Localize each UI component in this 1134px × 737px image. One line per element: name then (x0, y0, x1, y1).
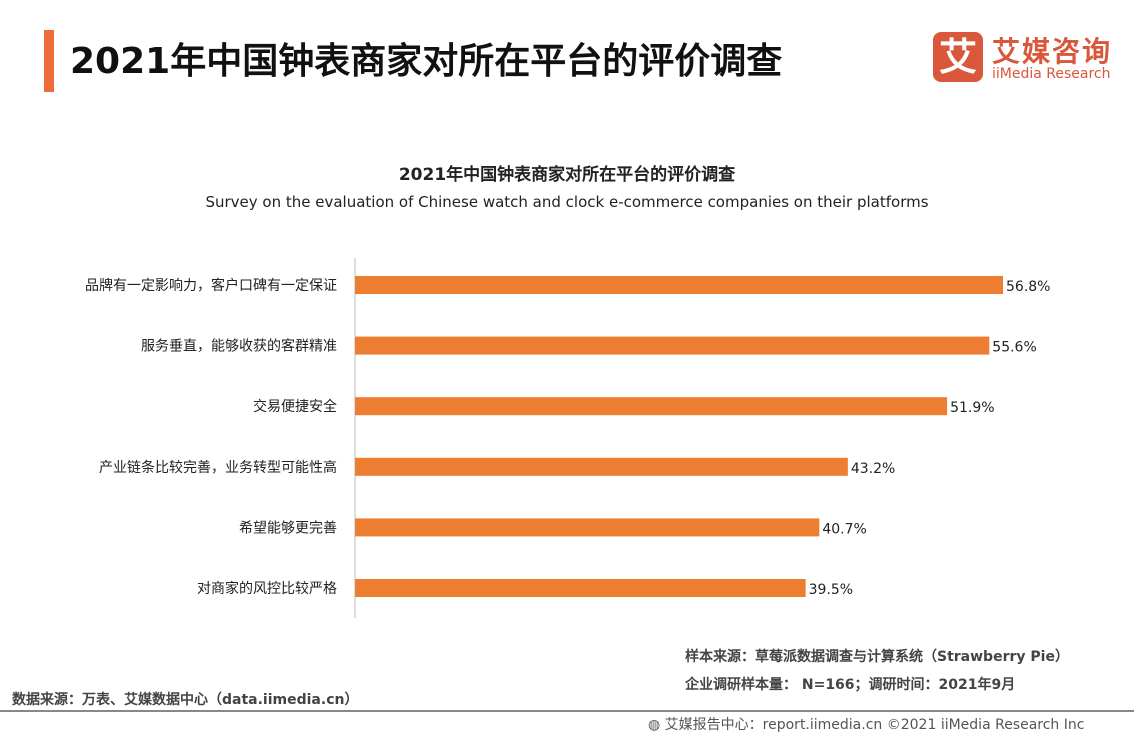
bar (355, 457, 848, 476)
data-label: 40.7% (822, 521, 866, 537)
page-title: 2021年中国钟表商家对所在平台的评价调查 (70, 41, 783, 82)
sample-source: 样本来源：草莓派数据调查与计算系统（Strawberry Pie） (685, 649, 1069, 665)
globe-icon: ◍ (648, 717, 665, 733)
category-label: 品牌有一定影响力，客户口碑有一定保证 (85, 277, 337, 294)
copyright: ◍ 艾媒报告中心：report.iimedia.cn ©2021 iiMedia… (648, 714, 1084, 734)
category-label: 交易便捷安全 (253, 398, 337, 415)
category-label: 产业链条比较完善，业务转型可能性高 (99, 459, 337, 476)
data-label: 39.5% (809, 582, 853, 598)
bar (355, 518, 820, 537)
title-accent-bar (44, 30, 54, 92)
data-source: 数据来源：万表、艾媒数据中心（data.iimedia.cn） (12, 692, 359, 708)
category-label: 希望能够更完善 (239, 520, 337, 536)
logo-text-cn: 艾媒咨询 (992, 35, 1113, 68)
iimedia-logo-icon: 艾 (933, 32, 983, 82)
copyright-text: 艾媒报告中心：report.iimedia.cn ©2021 iiMedia R… (664, 717, 1085, 733)
bar (355, 579, 806, 597)
bar (355, 336, 990, 355)
data-label: 56.8% (1006, 279, 1050, 295)
category-label: 服务垂直，能够收获的客群精准 (141, 338, 337, 355)
data-label: 43.2% (851, 461, 895, 477)
chart-subtitle: Survey on the evaluation of Chinese watc… (205, 193, 929, 211)
bar (355, 276, 1003, 294)
chart-title: 2021年中国钟表商家对所在平台的评价调查 (398, 165, 736, 185)
data-label: 55.6% (992, 340, 1036, 356)
logo-text-en: iiMedia Research (992, 66, 1111, 82)
sample-info: 企业调研样本量： N=166；调研时间：2021年9月 (685, 677, 1016, 693)
footer-divider (0, 710, 1134, 712)
category-label: 对商家的风控比较严格 (197, 580, 337, 597)
bar (355, 397, 948, 416)
data-label: 51.9% (950, 400, 994, 416)
